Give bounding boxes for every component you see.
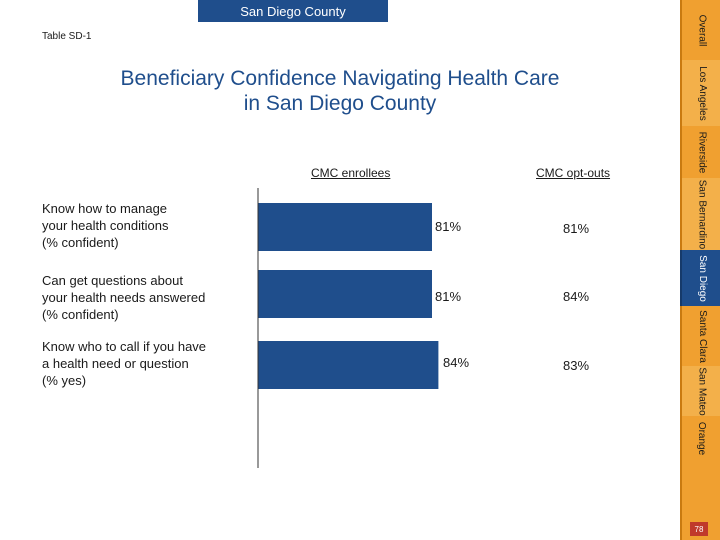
row-label-3-line-1: Know who to call if you have bbox=[42, 339, 207, 354]
enrollee-value-3: 84% bbox=[443, 355, 470, 370]
county-tab: San Diego County bbox=[198, 0, 388, 22]
county-tabs-sidebar: Overall Los Angeles Riverside San Bernar… bbox=[680, 0, 720, 540]
row-label-3-line-3: (% yes) bbox=[42, 373, 87, 388]
optout-value-3: 83% bbox=[563, 358, 590, 373]
enrollee-bar-1 bbox=[258, 203, 432, 251]
table-id: Table SD-1 bbox=[42, 31, 92, 42]
row-label-2-line-1: Can get questions about bbox=[42, 273, 183, 288]
row-label-3: Know who to call if you have a health ne… bbox=[42, 338, 242, 389]
chart-title: Beneficiary Confidence Navigating Health… bbox=[60, 66, 620, 116]
tab-santa-clara[interactable]: Santa Clara bbox=[680, 306, 720, 366]
row-label-1-line-3: (% confident) bbox=[42, 235, 119, 250]
page-number: 78 bbox=[690, 522, 708, 536]
tab-san-bernardino[interactable]: San Bernardino bbox=[680, 178, 720, 250]
row-label-1-line-2: your health conditions bbox=[42, 218, 169, 233]
col-header-optouts: CMC opt-outs bbox=[536, 166, 611, 180]
chart-title-line-2: in San Diego County bbox=[243, 92, 437, 115]
tab-riverside[interactable]: Riverside bbox=[680, 126, 720, 178]
tab-san-diego[interactable]: San Diego bbox=[680, 250, 720, 306]
enrollee-value-1: 81% bbox=[435, 219, 462, 234]
row-label-2-line-2: your health needs answered bbox=[42, 290, 206, 305]
row-label-1-line-1: Know how to manage bbox=[42, 201, 168, 216]
row-label-3-line-2: a health need or question bbox=[42, 356, 189, 371]
tab-los-angeles[interactable]: Los Angeles bbox=[680, 60, 720, 126]
tab-orange[interactable]: Orange bbox=[680, 416, 720, 460]
tab-overall[interactable]: Overall bbox=[680, 0, 720, 60]
optout-value-1: 81% bbox=[563, 221, 590, 236]
row-label-2-line-3: (% confident) bbox=[42, 307, 119, 322]
enrollee-bar-3 bbox=[258, 341, 439, 389]
enrollee-value-2: 81% bbox=[435, 289, 462, 304]
row-label-2: Can get questions about your health need… bbox=[42, 272, 242, 323]
optout-value-2: 84% bbox=[563, 289, 590, 304]
tab-san-mateo[interactable]: San Mateo bbox=[680, 366, 720, 416]
row-label-1: Know how to manage your health condition… bbox=[42, 200, 242, 251]
enrollee-bar-2 bbox=[258, 270, 432, 318]
chart-title-line-1: Beneficiary Confidence Navigating Health… bbox=[120, 67, 560, 90]
col-header-enrollees: CMC enrollees bbox=[311, 166, 391, 180]
